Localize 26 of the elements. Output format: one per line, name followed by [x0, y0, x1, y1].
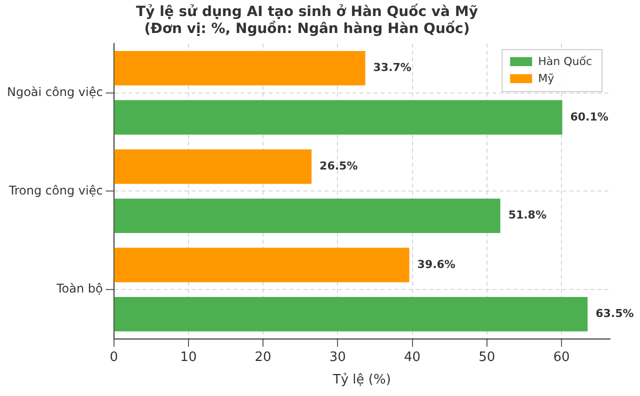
y-tick-label: Toàn bộ — [55, 282, 103, 296]
data-label: 33.7% — [373, 61, 412, 74]
x-tick-label: 50 — [478, 350, 496, 365]
data-label: 51.8% — [508, 208, 546, 222]
x-tick-label: 10 — [180, 350, 197, 365]
data-label: 26.5% — [320, 159, 358, 172]
bar — [114, 100, 562, 135]
bar — [114, 149, 312, 184]
x-tick-label: 20 — [254, 350, 272, 365]
x-axis-title: Tỷ lệ (%) — [332, 372, 391, 388]
legend-label: Mỹ — [538, 72, 555, 85]
data-label: 63.5% — [596, 307, 634, 320]
y-tick-label: Ngoài công việc — [6, 84, 103, 99]
x-tick-label: 40 — [404, 350, 421, 365]
x-tick-label: 0 — [110, 350, 118, 365]
bar — [114, 296, 588, 332]
legend-label: Hàn Quốc — [538, 54, 592, 68]
data-label: 39.6% — [417, 258, 456, 271]
chart-title: Tỷ lệ sử dụng AI tạo sinh ở Hàn Quốc và Mỹ (Đơn vị: %, Nguồn: Ngân hàng Hàn Quốc) — [136, 3, 478, 37]
data-label: 60.1% — [570, 110, 608, 124]
bar — [114, 248, 410, 282]
bar — [114, 198, 500, 234]
bar — [114, 50, 366, 86]
x-tick-label: 30 — [329, 350, 346, 365]
y-tick-label: Trong công việc — [8, 183, 103, 198]
x-tick-label: 60 — [553, 350, 570, 365]
